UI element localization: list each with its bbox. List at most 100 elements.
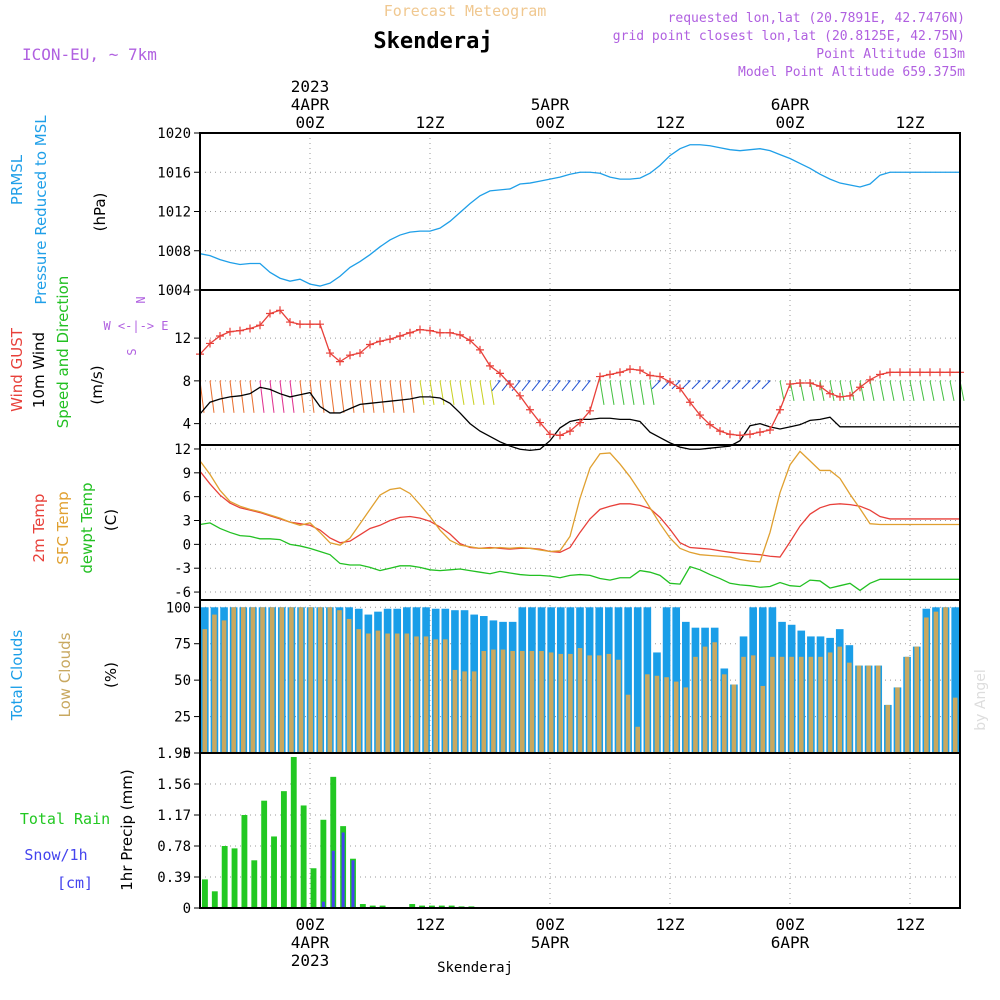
gust-marker <box>766 426 774 435</box>
pressure-line <box>199 144 960 287</box>
y-tick-label: 0.39 <box>157 870 191 886</box>
low-cloud-bar <box>673 681 679 753</box>
rain-bar <box>448 905 455 908</box>
low-cloud-bar <box>308 607 313 753</box>
low-cloud-bar <box>866 665 871 753</box>
low-cloud-bar <box>596 655 602 753</box>
low-cloud-bar <box>539 651 544 753</box>
wind-dir-arrow <box>651 380 661 390</box>
wind-dir-arrow <box>409 380 415 413</box>
panels: 1004 1008 1012 1016 1020 4 8 12 -6 -3 0 3 6 9 12 0 25 50 7… <box>8 115 965 917</box>
wind-dir-arrow <box>269 380 275 413</box>
panel-frame <box>199 752 961 909</box>
low-cloud-bar <box>635 726 641 753</box>
gust-line <box>199 309 960 437</box>
wind-dir-arrow <box>849 380 855 401</box>
wind-dir-arrow <box>551 380 561 392</box>
wind-dir-arrow <box>809 380 815 401</box>
low-cloud-bar <box>914 646 919 753</box>
y-tick-label: 1016 <box>157 165 191 181</box>
top-time-label: 12Z <box>416 113 445 132</box>
wind-dir-arrow <box>469 380 475 405</box>
gust-marker <box>326 349 334 358</box>
low-cloud-bar <box>481 651 487 753</box>
gust-marker <box>426 326 434 335</box>
low-cloud-bar <box>443 639 448 753</box>
y-tick-label: 12 <box>174 442 191 458</box>
gust-marker <box>616 368 624 377</box>
wind-dir-arrow <box>329 380 335 413</box>
sfctemp-label: SFC Temp <box>54 491 72 564</box>
y-tick-label: 1.17 <box>157 808 191 824</box>
y-tick-label: 1012 <box>157 205 191 221</box>
wind-dir-arrow <box>319 380 325 413</box>
low-cloud-bar <box>683 687 689 753</box>
gust-marker <box>436 328 444 337</box>
gust-marker <box>536 418 544 427</box>
gust-marker <box>516 391 524 400</box>
wind-dir-arrow <box>909 380 915 401</box>
total-cloud-bar <box>624 607 632 753</box>
wind-dir-arrow <box>609 380 615 405</box>
top-time-label: 12Z <box>896 113 925 132</box>
gust-marker <box>496 369 504 378</box>
wind-dir-arrow <box>541 380 551 392</box>
gust-marker <box>736 431 744 440</box>
gust-marker <box>526 405 534 414</box>
gust-label: Wind GUST <box>8 327 26 412</box>
low-cloud-bar <box>260 607 265 753</box>
gust-marker <box>586 406 594 415</box>
low-cloud-bar <box>212 614 217 753</box>
y-tick-label: -3 <box>174 561 191 577</box>
gust-marker <box>666 377 674 386</box>
gust-marker <box>636 366 644 375</box>
gust-marker <box>366 340 374 349</box>
location-title: Skenderaj <box>373 29 492 54</box>
low-cloud-bar <box>875 665 881 753</box>
gust-marker <box>726 430 734 439</box>
top-time-label: 6APR <box>771 95 810 114</box>
gust-marker <box>796 379 804 387</box>
rain-bar <box>251 860 258 908</box>
requested-coords: requested lon,lat (20.7891E, 42.7476N) <box>668 11 965 26</box>
dewpt-label: dewpt Temp <box>78 482 96 573</box>
low-cloud-bar <box>924 617 929 753</box>
gust-marker <box>386 335 394 344</box>
model-label: ICON-EU, ~ 7km <box>22 45 157 64</box>
bottom-time-label: 00Z <box>536 915 565 934</box>
gust-marker <box>716 427 724 436</box>
gust-marker <box>506 380 514 389</box>
gust-marker <box>896 368 904 377</box>
low-cloud-bar <box>221 620 227 753</box>
top-time-label: 12Z <box>656 113 685 132</box>
gust-marker <box>416 325 424 334</box>
y-tick-label: 1.95 <box>157 746 191 762</box>
wind-dir-arrow <box>581 380 591 392</box>
wind-dir-arrow <box>389 380 395 413</box>
low-cloud-bar <box>452 669 458 753</box>
low-cloud-bar <box>510 651 515 753</box>
low-cloud-bar <box>269 607 275 753</box>
gust-marker <box>946 368 954 377</box>
bottom-time-label: 5APR <box>531 933 570 952</box>
pressure-unit: (hPa) <box>91 193 109 232</box>
wind-dir-arrow <box>299 380 305 413</box>
y-tick-label: 8 <box>183 374 191 390</box>
low-cloud-bar <box>712 642 717 753</box>
rain-bar <box>438 905 445 908</box>
gust-marker <box>656 372 664 381</box>
gust-marker <box>696 411 704 420</box>
low-cloud-bar <box>789 656 794 753</box>
low-cloud-bar <box>366 633 371 753</box>
model-altitude: Model Point Altitude 659.375m <box>738 65 965 80</box>
rain-bar <box>300 805 307 908</box>
y-tick-label: 0 <box>183 746 191 762</box>
total-cloud-bar <box>672 607 681 753</box>
low-cloud-bar <box>856 665 862 753</box>
wind-dir-arrow <box>449 380 455 405</box>
wind-dir-arrow <box>741 380 751 390</box>
wind-dir-arrow <box>711 380 721 390</box>
wind-dir-arrow <box>309 380 315 413</box>
low-cloud-bar <box>904 656 910 753</box>
wind-dir-arrow <box>939 380 945 401</box>
